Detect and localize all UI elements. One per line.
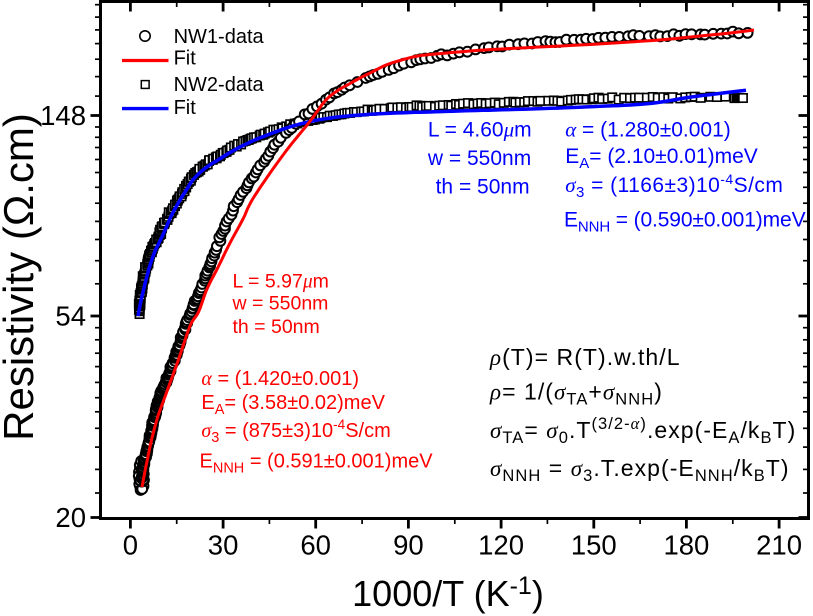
svg-text:EA= (3.58±0.02)meV: EA= (3.58±0.02)meV [201, 392, 385, 418]
svg-text:σTA= σ0.T(3/2-α).exp(-EA/kBT): σTA= σ0.T(3/2-α).exp(-EA/kBT) [490, 414, 796, 447]
svg-text:α = (1.420±0.001): α = (1.420±0.001) [201, 368, 359, 390]
svg-text:L = 5.97μm: L = 5.97μm [233, 271, 329, 293]
svg-text:20: 20 [55, 502, 86, 533]
svg-text:ENNH = (0.590±0.001)meV: ENNH = (0.590±0.001)meV [564, 209, 806, 236]
svg-text:30: 30 [208, 530, 239, 561]
svg-text:Fit: Fit [174, 48, 197, 70]
svg-text:NW1-data: NW1-data [174, 26, 265, 48]
svg-text:180: 180 [663, 530, 709, 561]
svg-text:σNNH = σ3.T.exp(-ENNH/kBT): σNNH = σ3.T.exp(-ENNH/kBT) [490, 455, 790, 485]
svg-text:54: 54 [55, 301, 86, 332]
svg-text:Resistivity (Ω.cm): Resistivity (Ω.cm) [0, 113, 42, 441]
svg-text:210: 210 [756, 530, 802, 561]
svg-text:60: 60 [300, 530, 331, 561]
svg-text:L = 4.60μm: L = 4.60μm [428, 118, 532, 142]
svg-text:σ3 = (1166±3)10-4S/cm: σ3 = (1166±3)10-4S/cm [565, 171, 783, 201]
svg-text:α = (1.280±0.001): α = (1.280±0.001) [565, 118, 731, 142]
svg-text:EA= (2.10±0.01)meV: EA= (2.10±0.01)meV [565, 145, 758, 172]
svg-text:90: 90 [393, 530, 424, 561]
svg-text:σ3 = (875±3)10-4S/cm: σ3 = (875±3)10-4S/cm [201, 417, 390, 446]
svg-text:th = 50nm: th = 50nm [436, 176, 530, 199]
svg-text:148: 148 [40, 100, 86, 131]
svg-text:w = 550nm: w = 550nm [232, 293, 329, 315]
svg-text:w = 550nm: w = 550nm [427, 147, 531, 170]
svg-text:0: 0 [123, 530, 138, 561]
svg-text:th = 50nm: th = 50nm [233, 316, 320, 338]
svg-text:Fit: Fit [174, 97, 197, 119]
svg-text:120: 120 [478, 530, 524, 561]
svg-text:150: 150 [571, 530, 617, 561]
svg-text:NW2-data: NW2-data [174, 74, 265, 96]
svg-text:ρ(T)= R(T).w.th/L: ρ(T)= R(T).w.th/L [489, 344, 681, 370]
